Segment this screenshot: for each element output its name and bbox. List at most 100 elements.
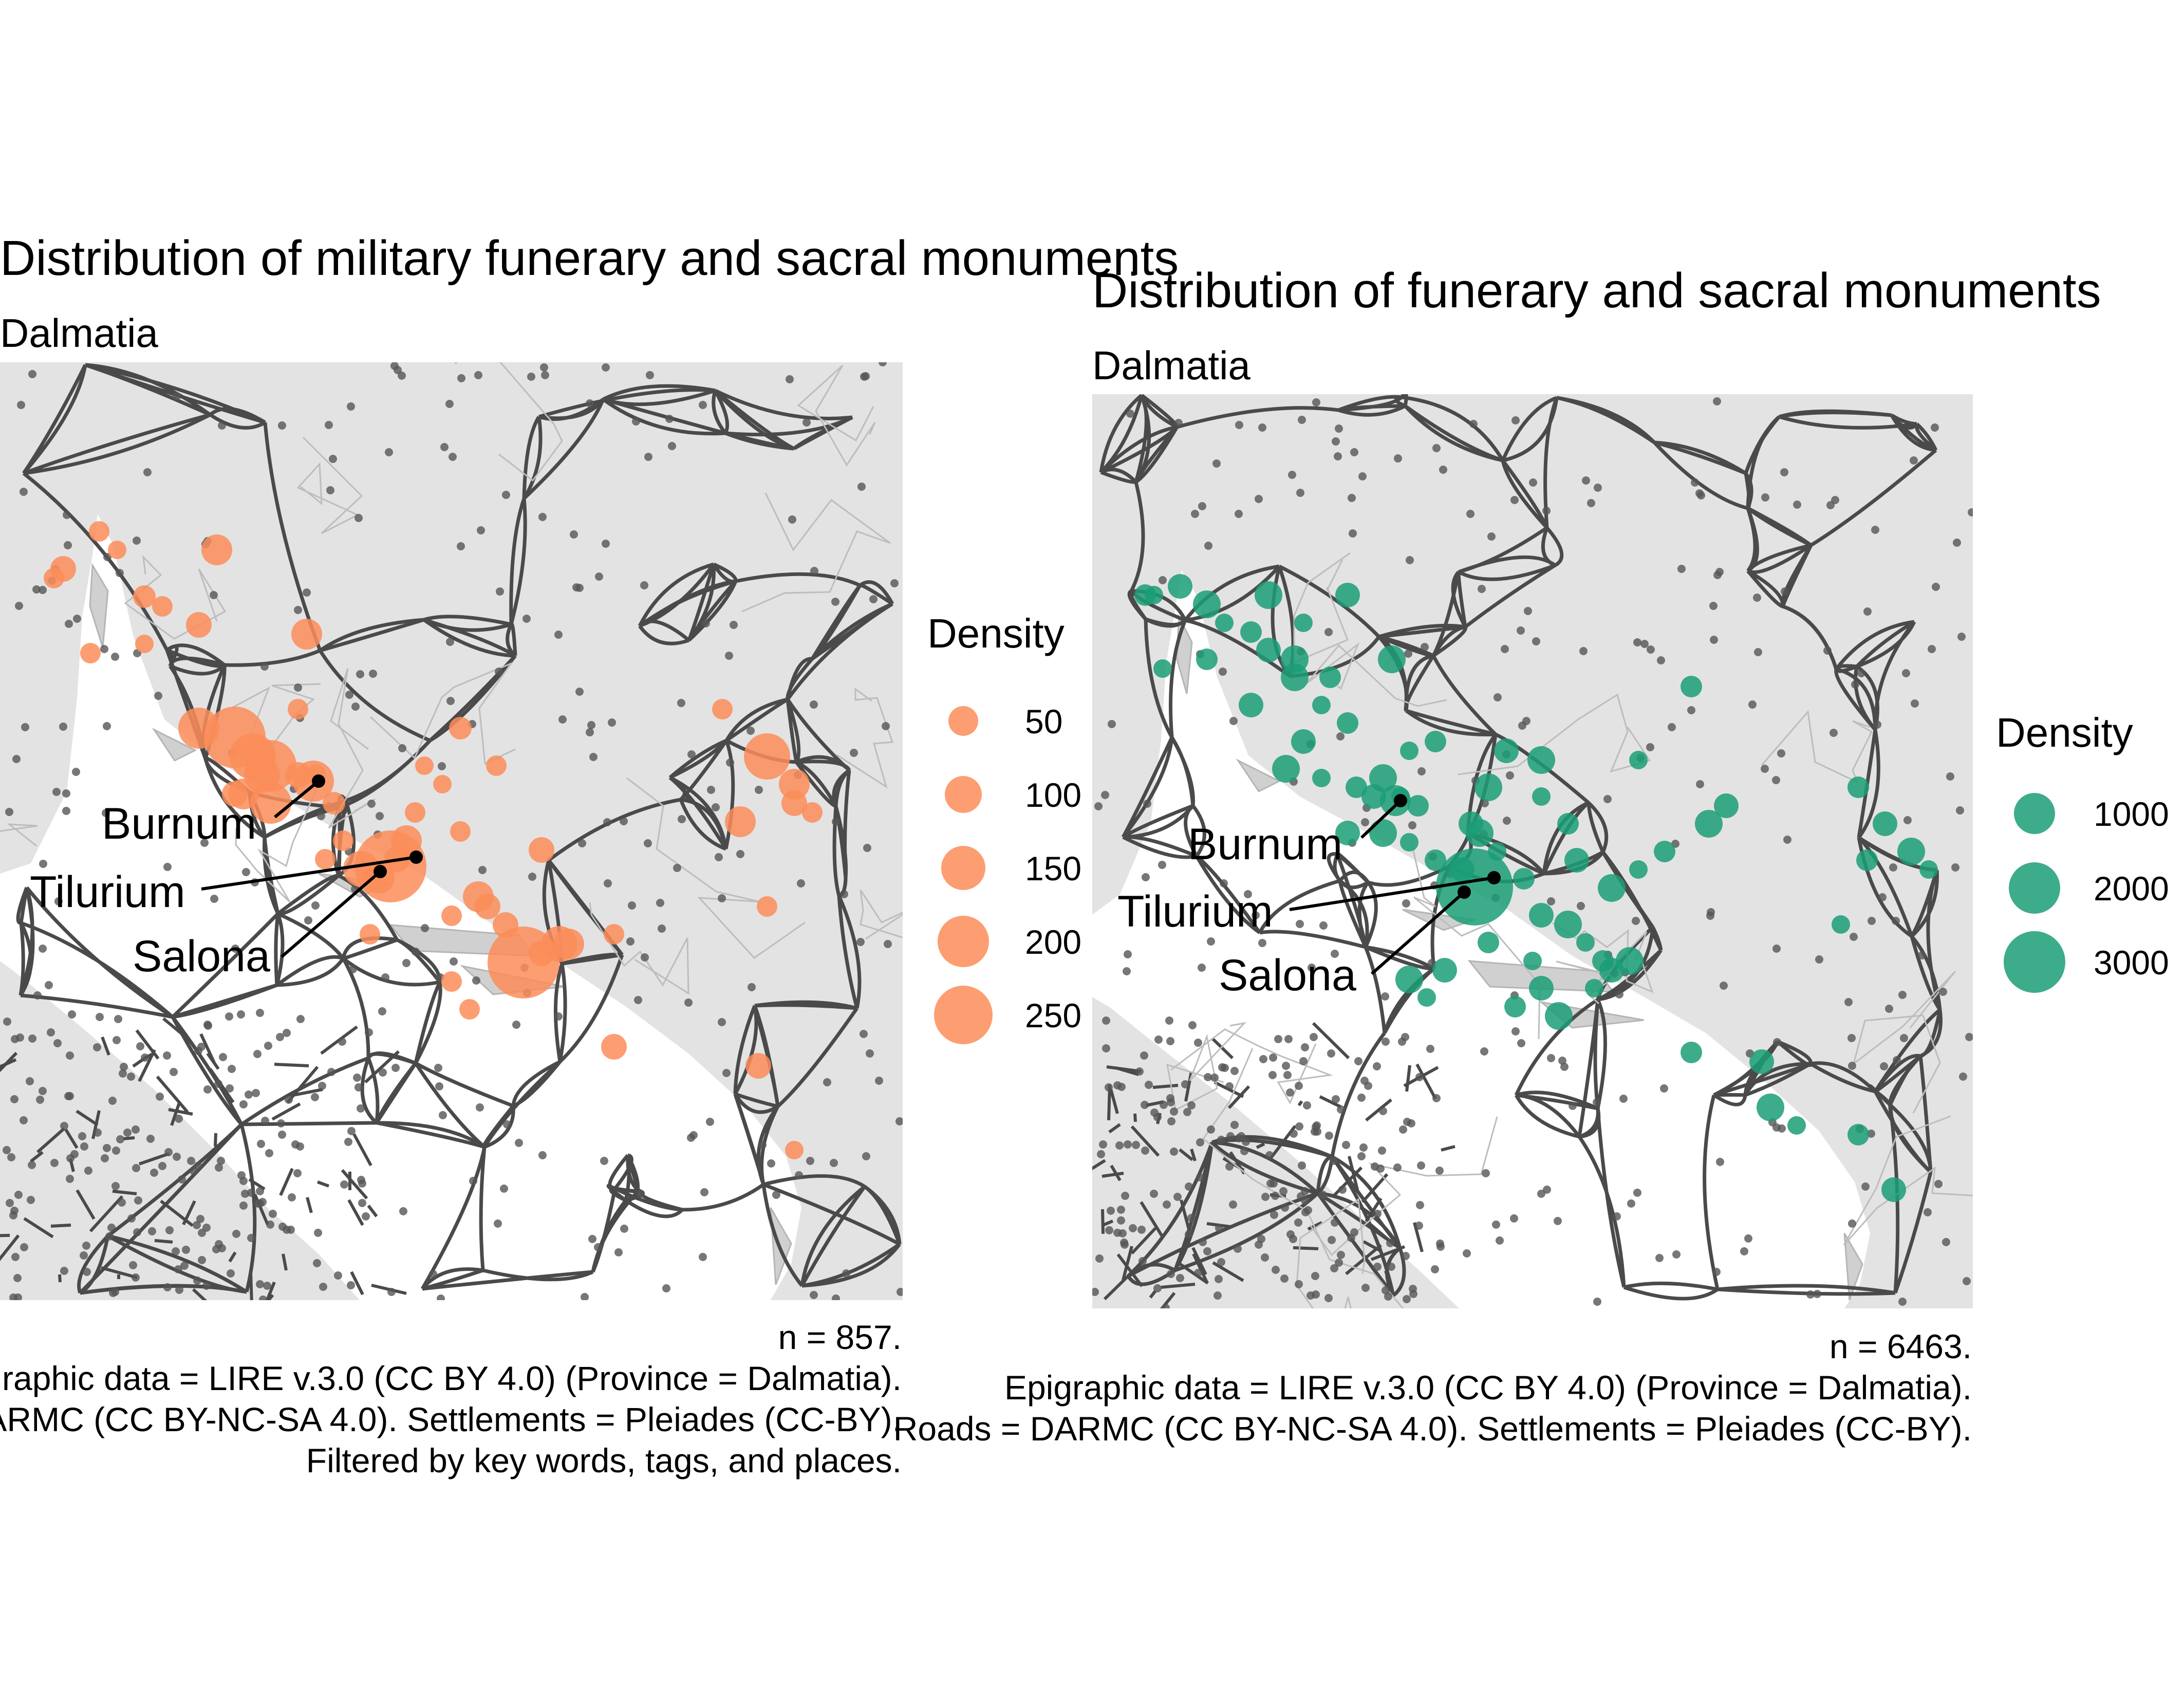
settlement-point <box>1660 1084 1668 1093</box>
settlement-point <box>66 1154 74 1162</box>
road <box>1184 804 1199 857</box>
settlement-point <box>1312 398 1320 406</box>
callout-line-burnum <box>1360 799 1402 839</box>
road <box>1405 709 1496 736</box>
settlement-point <box>594 1243 602 1251</box>
road <box>375 1062 417 1124</box>
settlement-point <box>78 1132 86 1140</box>
settlement-point <box>1286 1230 1295 1238</box>
settlement-point <box>1615 990 1623 998</box>
road <box>1542 801 1590 874</box>
settlement-point <box>1529 478 1537 487</box>
settlement-point <box>390 362 399 370</box>
settlement-point <box>1310 1033 1318 1041</box>
settlement-point <box>39 1087 47 1095</box>
road <box>240 1056 369 1126</box>
caption-epigraphic: Epigraphic data = LIRE v.3.0 (CC BY 4.0)… <box>0 1359 902 1397</box>
callout-line-salona <box>281 870 381 958</box>
road <box>1747 544 1812 574</box>
settlement-point <box>1163 1200 1171 1209</box>
settlement-point <box>28 1161 36 1169</box>
settlement-point <box>173 392 181 400</box>
road <box>687 580 738 642</box>
road <box>1357 881 1370 948</box>
site-marker-tilurium <box>409 850 423 864</box>
settlement-point <box>603 818 611 826</box>
settlement-point <box>1105 1083 1113 1092</box>
road <box>1331 1155 1402 1249</box>
density-points <box>44 521 823 1159</box>
road <box>1458 563 1556 581</box>
settlement-point <box>1196 1138 1204 1146</box>
settlement-point <box>1417 1161 1425 1170</box>
road <box>1345 1244 1382 1275</box>
density-point <box>1714 793 1739 818</box>
settlement-point <box>376 812 384 820</box>
settlement-point <box>349 965 357 973</box>
site-label-salona: Salona <box>133 932 270 981</box>
road <box>1122 835 1197 859</box>
settlement-point <box>93 1043 101 1051</box>
settlement-point <box>1140 1051 1148 1060</box>
settlement-point <box>496 587 504 596</box>
settlement-point <box>656 899 664 907</box>
settlement-point <box>1863 607 1872 616</box>
settlement-point <box>111 1182 120 1190</box>
settlement-point <box>252 1089 260 1097</box>
settlement-point <box>1432 444 1441 452</box>
settlement-point <box>158 1162 166 1170</box>
settlement-point <box>575 688 584 696</box>
settlement-point <box>17 401 25 409</box>
border-line <box>1202 1048 1404 1308</box>
settlement-point <box>1387 1263 1395 1271</box>
settlement-point <box>445 400 454 408</box>
settlement-point <box>1229 1200 1237 1209</box>
road <box>1869 1084 1892 1106</box>
settlement-point <box>1496 1236 1504 1245</box>
settlement-point <box>303 588 311 597</box>
settlement-point <box>1234 1245 1242 1253</box>
road <box>1149 1290 1157 1299</box>
road <box>1623 1281 1718 1291</box>
road <box>1297 1100 1303 1106</box>
settlement-point <box>1633 1189 1641 1197</box>
density-point <box>1215 614 1234 632</box>
density-point <box>1529 976 1554 1001</box>
settlement-point <box>684 998 693 1007</box>
road <box>1717 1284 1896 1295</box>
settlement-point <box>170 1068 178 1076</box>
settlement-point <box>1713 571 1722 579</box>
settlement-point <box>1337 1251 1345 1259</box>
settlement-point <box>677 699 685 707</box>
road <box>376 1121 486 1149</box>
settlement-point <box>150 1169 158 1177</box>
settlement-point <box>215 1163 223 1172</box>
settlement-point <box>102 809 110 817</box>
settlement-point <box>54 897 63 905</box>
road <box>858 583 893 605</box>
settlement-point <box>1167 1270 1175 1278</box>
settlement-point <box>1436 1239 1444 1248</box>
settlement-point <box>862 1152 870 1160</box>
settlement-point <box>1294 1218 1302 1227</box>
road <box>160 1199 194 1227</box>
settlement-point <box>109 1289 117 1297</box>
settlement-point <box>347 402 355 411</box>
settlement-point <box>108 1097 117 1105</box>
settlement-point <box>1781 587 1789 596</box>
right-map-panel: Distribution of funerary and sacral monu… <box>893 263 2169 1448</box>
road <box>811 584 862 660</box>
legend-label: 3000 <box>2094 943 2169 982</box>
settlement-point <box>662 1284 670 1292</box>
settlement-point <box>1511 1027 1520 1035</box>
road <box>1348 1156 1359 1192</box>
density-point <box>529 837 554 863</box>
settlement-point <box>832 1294 840 1300</box>
road <box>1110 1164 1122 1181</box>
settlement-point <box>20 488 28 496</box>
border-line <box>1761 710 1873 784</box>
settlement-point <box>73 615 81 623</box>
settlement-point <box>1777 749 1785 757</box>
road <box>154 1239 173 1244</box>
settlement-point <box>381 973 389 982</box>
